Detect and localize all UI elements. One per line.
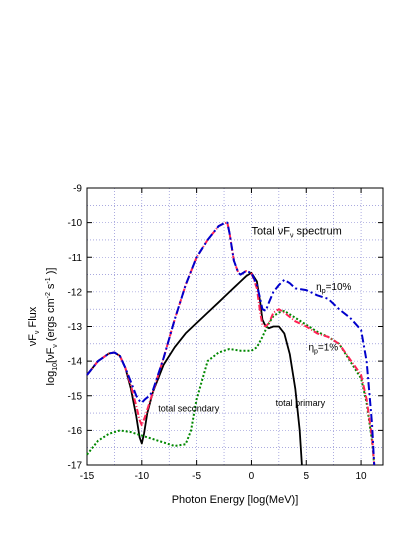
y-label2-unit: (ergs cm bbox=[45, 298, 57, 344]
y-label2-nu: ν bbox=[52, 344, 59, 348]
x-tick-label: -10 bbox=[135, 471, 150, 482]
y-axis-ticks: -17 -16 -15 -14 -13 -12 -11 -10 -9 bbox=[68, 184, 383, 472]
x-axis-ticks: -15 -10 -5 0 5 10 bbox=[80, 188, 367, 482]
annotations: Total νFν spectrum ηp=10% ηp=1% total se… bbox=[158, 226, 351, 414]
y-label1-sub: ν bbox=[34, 330, 41, 334]
annotation-total-spectrum: Total νFν spectrum bbox=[251, 226, 341, 240]
y-tick-label: -9 bbox=[73, 184, 82, 195]
y-axis-label-line2: log10[νFν (ergs cm-2 s-1 )] bbox=[45, 268, 59, 386]
y-label2-open: [νF bbox=[45, 347, 57, 363]
y-label2-sub: 10 bbox=[52, 363, 59, 371]
annotation-total-secondary: total secondary bbox=[158, 403, 220, 413]
series-group bbox=[86, 221, 376, 466]
y-label2-s: s bbox=[45, 283, 57, 292]
y-label2-log: log bbox=[45, 371, 57, 386]
y-tick-label: -15 bbox=[68, 391, 83, 402]
x-tick-label: 5 bbox=[303, 471, 309, 482]
y-label1-tail: Flux bbox=[27, 306, 39, 330]
y-axis-label-line1: νFν Flux bbox=[27, 306, 41, 346]
x-tick-label: -5 bbox=[192, 471, 201, 482]
y-label1-main: νF bbox=[27, 334, 39, 347]
y-label2-sup2: -1 bbox=[45, 277, 52, 283]
grid-lines bbox=[86, 187, 383, 466]
y-label2-sup1: -2 bbox=[45, 292, 52, 298]
x-tick-label: 0 bbox=[249, 471, 255, 482]
annotation-eta-1: ηp=1% bbox=[308, 343, 338, 356]
y-tick-label: -17 bbox=[68, 461, 83, 472]
y-label2-close: )] bbox=[45, 268, 57, 278]
x-tick-label: -15 bbox=[80, 471, 95, 482]
y-tick-label: -10 bbox=[68, 218, 83, 229]
annotation-eta-10: ηp=10% bbox=[316, 282, 351, 295]
y-tick-label: -16 bbox=[68, 426, 83, 437]
y-tick-label: -11 bbox=[68, 253, 82, 264]
y-tick-label: -12 bbox=[68, 287, 83, 298]
x-tick-label: 10 bbox=[356, 471, 368, 482]
y-tick-label: -13 bbox=[68, 322, 83, 333]
x-axis-label: Photon Energy [log(MeV)] bbox=[172, 494, 299, 506]
y-tick-label: -14 bbox=[68, 357, 83, 368]
series-eta-10 bbox=[86, 221, 376, 466]
annotation-total-primary: total primary bbox=[276, 398, 326, 408]
